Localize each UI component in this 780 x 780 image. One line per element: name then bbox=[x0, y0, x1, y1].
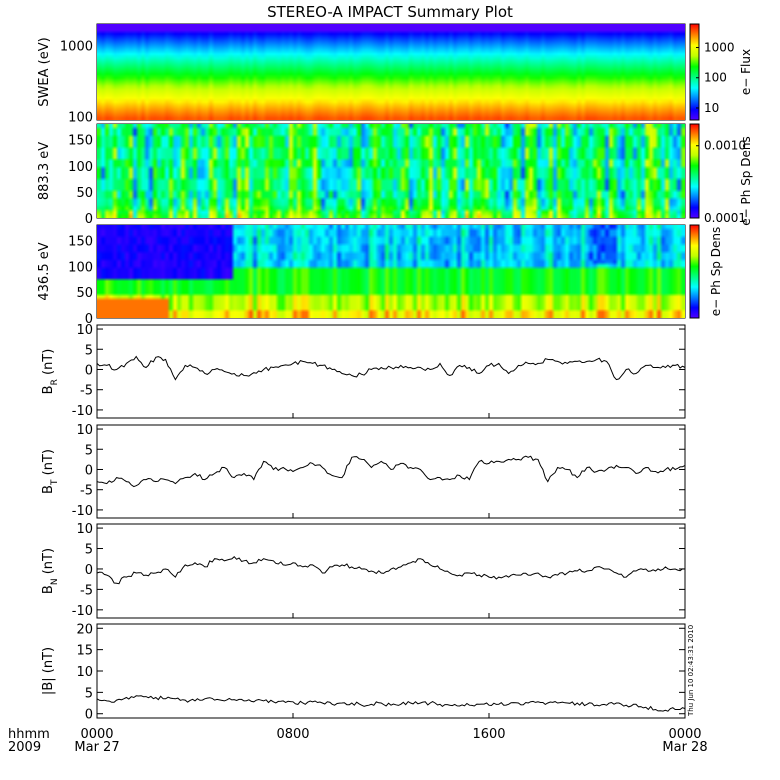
y-axis-label-unit: (nT) bbox=[41, 349, 56, 379]
y-tick-label: 0 bbox=[85, 212, 93, 227]
y-tick-label: 5 bbox=[85, 543, 93, 558]
y-tick-label: -10 bbox=[72, 504, 93, 519]
spectrogram-image-2 bbox=[97, 124, 685, 218]
y-tick-label: -5 bbox=[80, 583, 93, 598]
x-tick-date: Mar 27 bbox=[74, 740, 119, 755]
x-tick-label: 0000 bbox=[668, 727, 701, 742]
y-tick-label: 150 bbox=[68, 235, 93, 250]
colorbar-3: e− Ph Sp Dens bbox=[689, 224, 723, 319]
spectrogram-image-3 bbox=[97, 225, 685, 318]
y-tick-label: 20 bbox=[76, 622, 93, 637]
y-tick-label: 1000 bbox=[60, 39, 93, 54]
y-axis-label: SWEA (eV) bbox=[37, 37, 52, 106]
y-tick-label: 0 bbox=[85, 563, 93, 578]
panel-frame bbox=[96, 623, 686, 719]
y-axis-label-unit: (nT) bbox=[41, 449, 56, 479]
y-tick-label: 0 bbox=[85, 463, 93, 478]
y-tick-label: -10 bbox=[72, 404, 93, 419]
y-tick-label: 10 bbox=[76, 323, 93, 338]
y-tick-label: 100 bbox=[68, 111, 93, 126]
x-tick-label: 1600 bbox=[472, 727, 505, 742]
y-tick-label: 15 bbox=[76, 644, 93, 659]
x-tick-label: 0000 bbox=[80, 727, 113, 742]
panel-frame bbox=[96, 424, 686, 519]
y-axis-label-subscript: R bbox=[50, 379, 60, 385]
y-tick-label: 100 bbox=[68, 260, 93, 275]
y-tick-label: -5 bbox=[80, 384, 93, 399]
y-axis-label: 883.3 eV bbox=[37, 142, 52, 200]
panel-7: 0 5 10 15 20 |B| (nT) bbox=[41, 622, 686, 723]
y-axis-label: BT (nT) bbox=[41, 449, 60, 494]
colorbar-tick-label: 1000 bbox=[704, 41, 735, 55]
panel-6: -10 -5 0 5 10 BN (nT) bbox=[41, 522, 686, 619]
y-axis-label-unit: (nT) bbox=[41, 548, 56, 578]
y-tick-label: 5 bbox=[85, 343, 93, 358]
time-axis-left-label-1: hhmm bbox=[8, 727, 50, 742]
colorbar-label: e− Ph Sp Dens bbox=[739, 136, 753, 225]
y-tick-label: 10 bbox=[76, 423, 93, 438]
y-tick-label: 5 bbox=[85, 443, 93, 458]
y-tick-label: 10 bbox=[76, 522, 93, 537]
y-axis-label-subscript: N bbox=[50, 578, 60, 585]
colorbar-tick-label: 0.0001 bbox=[704, 211, 746, 225]
colorbar-tick-label: 0.0010 bbox=[704, 139, 746, 153]
y-tick-label: -5 bbox=[80, 484, 93, 499]
y-axis-label-subscript: T bbox=[50, 479, 60, 486]
colorbar-1: 10 100 1000 e− Flux bbox=[689, 23, 753, 121]
y-tick-label: 0 bbox=[85, 312, 93, 327]
y-tick-label: 5 bbox=[85, 686, 93, 701]
y-axis-label: BN (nT) bbox=[41, 548, 60, 594]
colorbar-bar bbox=[689, 23, 700, 121]
colorbar-bar bbox=[689, 224, 700, 319]
y-axis-label: 436.5 eV bbox=[37, 242, 52, 300]
y-tick-label: -10 bbox=[72, 604, 93, 619]
x-tick-label: 0800 bbox=[276, 727, 309, 742]
colorbar-bar bbox=[689, 123, 700, 219]
y-tick-label: 50 bbox=[76, 186, 93, 201]
colorbar-tick-label: 10 bbox=[704, 101, 719, 115]
panel-4: -10 -5 0 5 10 BR (nT) bbox=[41, 323, 686, 419]
colorbar-label: e− Flux bbox=[739, 49, 753, 95]
y-tick-label: 100 bbox=[68, 160, 93, 175]
panel-frame bbox=[96, 324, 686, 419]
plot-title: STEREO-A IMPACT Summary Plot bbox=[267, 3, 513, 21]
y-tick-label: 150 bbox=[68, 134, 93, 149]
data-line-7 bbox=[96, 695, 686, 712]
y-tick-label: 10 bbox=[76, 665, 93, 680]
data-line-6 bbox=[96, 555, 686, 585]
data-line-5 bbox=[96, 455, 686, 488]
y-tick-label: 50 bbox=[76, 286, 93, 301]
y-axis-label: BR (nT) bbox=[41, 349, 60, 395]
time-axis-left-label-2: 2009 bbox=[8, 740, 41, 755]
panel-frame bbox=[96, 523, 686, 619]
y-tick-label: 0 bbox=[85, 363, 93, 378]
y-axis-label: |B| (nT) bbox=[41, 647, 56, 695]
y-tick-label: 0 bbox=[85, 708, 93, 723]
panel-5: -10 -5 0 5 10 BT (nT) bbox=[41, 423, 686, 519]
colorbar-tick-label: 100 bbox=[704, 71, 727, 85]
spectrogram-image-1 bbox=[97, 24, 685, 120]
data-line-4 bbox=[96, 355, 686, 381]
timestamp-stamp: Thu Jun 10 02:43:31 2010 bbox=[687, 625, 695, 717]
x-tick-date: Mar 28 bbox=[662, 740, 707, 755]
colorbar-label: e− Ph Sp Dens bbox=[709, 227, 723, 316]
